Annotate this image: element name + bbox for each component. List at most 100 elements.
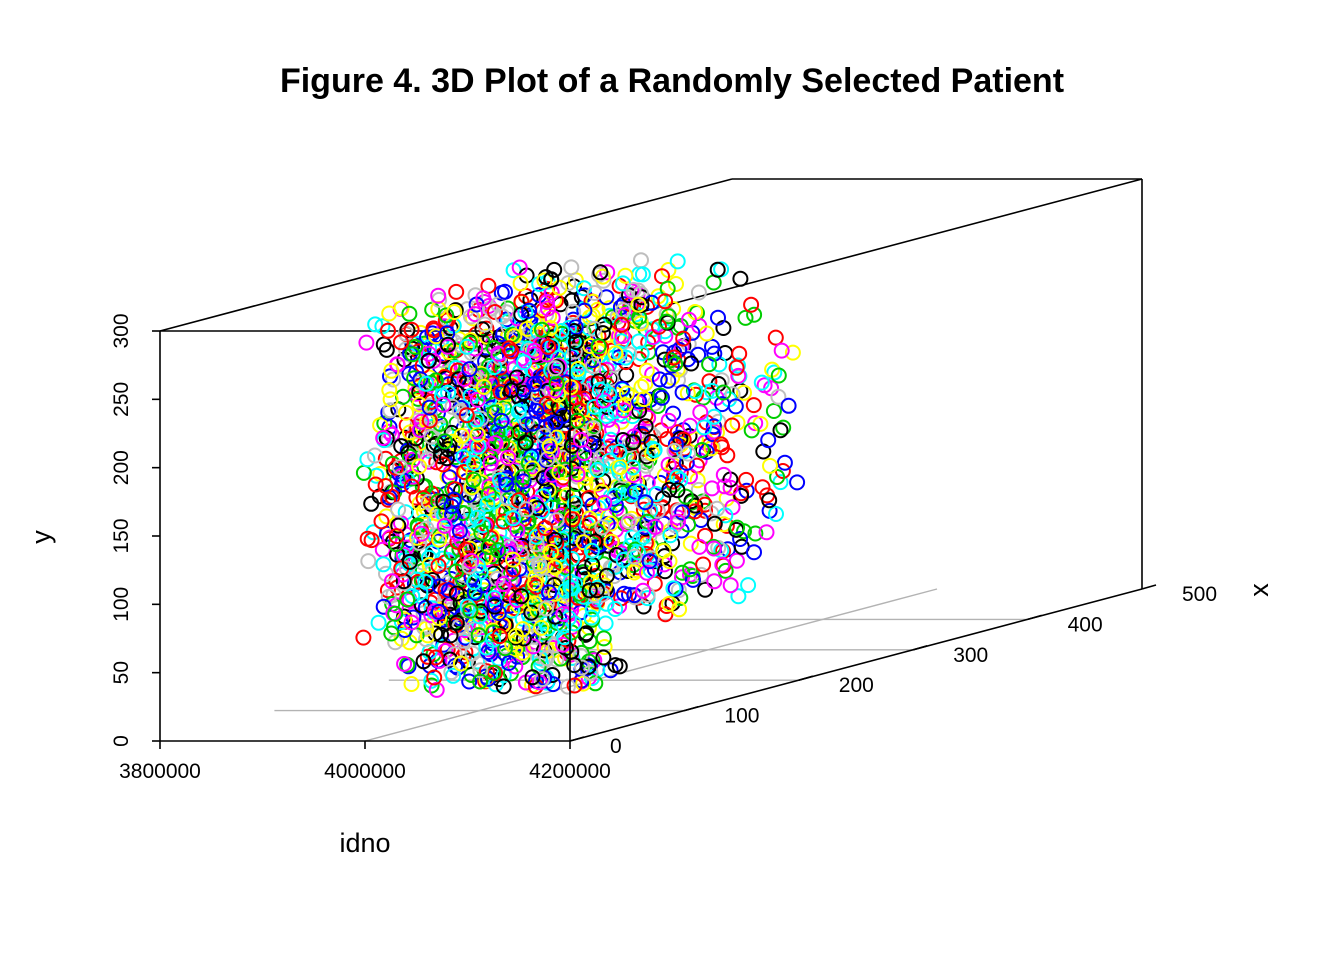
data-point xyxy=(635,528,652,545)
data-point xyxy=(517,434,534,451)
data-point xyxy=(524,669,541,686)
data-point xyxy=(570,364,587,381)
data-point xyxy=(377,478,394,494)
data-point xyxy=(495,678,512,695)
data-point xyxy=(544,309,561,326)
x-axis-ticks: 3800000 4000000 4200000 xyxy=(119,741,611,783)
data-point xyxy=(683,355,700,372)
data-point xyxy=(531,650,548,667)
data-point xyxy=(740,577,757,594)
data-point xyxy=(383,625,400,642)
data-point xyxy=(592,264,609,281)
data-point xyxy=(458,407,475,424)
data-point xyxy=(381,305,398,322)
data-point xyxy=(728,359,745,376)
data-point xyxy=(528,536,545,553)
chart-title: Figure 4. 3D Plot of a Randomly Selected… xyxy=(280,62,1064,100)
data-point xyxy=(666,442,683,459)
data-point xyxy=(516,354,532,371)
data-point xyxy=(732,270,749,287)
data-point xyxy=(421,557,438,573)
data-point xyxy=(401,448,418,465)
data-point xyxy=(565,311,582,328)
data-point xyxy=(674,564,691,581)
data-point xyxy=(566,677,583,694)
data-point xyxy=(511,259,528,276)
data-point xyxy=(469,426,486,443)
data-point xyxy=(487,435,504,452)
data-point xyxy=(611,443,628,460)
data-point xyxy=(614,380,631,397)
data-point xyxy=(627,541,644,558)
data-point xyxy=(747,525,764,542)
data-point xyxy=(539,300,556,317)
data-point xyxy=(715,466,732,483)
data-point xyxy=(613,316,630,333)
data-point xyxy=(505,561,522,578)
data-point xyxy=(451,541,468,558)
data-point xyxy=(538,650,555,667)
data-point xyxy=(706,573,723,590)
data-point xyxy=(527,575,543,592)
data-point xyxy=(705,540,722,557)
data-point xyxy=(747,415,764,432)
data-point xyxy=(461,361,478,378)
data-point xyxy=(565,487,582,504)
data-point xyxy=(576,302,593,319)
data-point xyxy=(672,471,689,488)
data-point xyxy=(770,367,787,384)
data-point xyxy=(738,471,755,488)
data-point xyxy=(553,323,570,339)
data-point xyxy=(625,467,642,483)
data-point xyxy=(557,582,574,599)
y-tick xyxy=(798,675,814,681)
data-point xyxy=(379,582,396,599)
data-point xyxy=(586,285,603,301)
data-point xyxy=(426,669,443,686)
data-point xyxy=(669,253,686,270)
data-point xyxy=(479,495,496,512)
data-point xyxy=(704,480,720,497)
data-point xyxy=(475,378,492,395)
data-point xyxy=(630,296,647,313)
data-point xyxy=(743,422,760,439)
data-point xyxy=(635,582,652,599)
data-point xyxy=(593,362,610,379)
data-point xyxy=(643,434,660,450)
data-point xyxy=(459,538,476,555)
data-point xyxy=(525,638,542,655)
data-point xyxy=(490,542,507,559)
data-point xyxy=(652,387,669,404)
data-point xyxy=(418,375,435,392)
data-point xyxy=(615,551,632,568)
data-point xyxy=(701,356,718,373)
data-point xyxy=(706,408,723,425)
data-point xyxy=(557,640,574,656)
data-point xyxy=(607,601,624,617)
data-point xyxy=(599,264,616,281)
data-point xyxy=(714,556,731,573)
data-point xyxy=(436,433,453,450)
data-point xyxy=(470,627,487,644)
data-point xyxy=(551,464,568,481)
data-point xyxy=(547,382,564,399)
data-point xyxy=(713,372,730,389)
data-point xyxy=(448,585,465,602)
data-point xyxy=(602,515,619,532)
data-point xyxy=(491,524,508,541)
data-point xyxy=(399,591,416,608)
data-point xyxy=(647,518,664,535)
data-point xyxy=(596,639,613,655)
data-point xyxy=(659,305,675,322)
data-point xyxy=(550,386,567,403)
data-point xyxy=(383,362,400,379)
data-point xyxy=(598,407,615,424)
data-point xyxy=(536,272,553,289)
data-point xyxy=(639,586,656,603)
data-point xyxy=(455,632,472,649)
data-point xyxy=(388,528,405,545)
data-point xyxy=(772,422,789,439)
data-point xyxy=(540,338,557,355)
data-point xyxy=(649,398,666,414)
data-point xyxy=(724,417,741,434)
